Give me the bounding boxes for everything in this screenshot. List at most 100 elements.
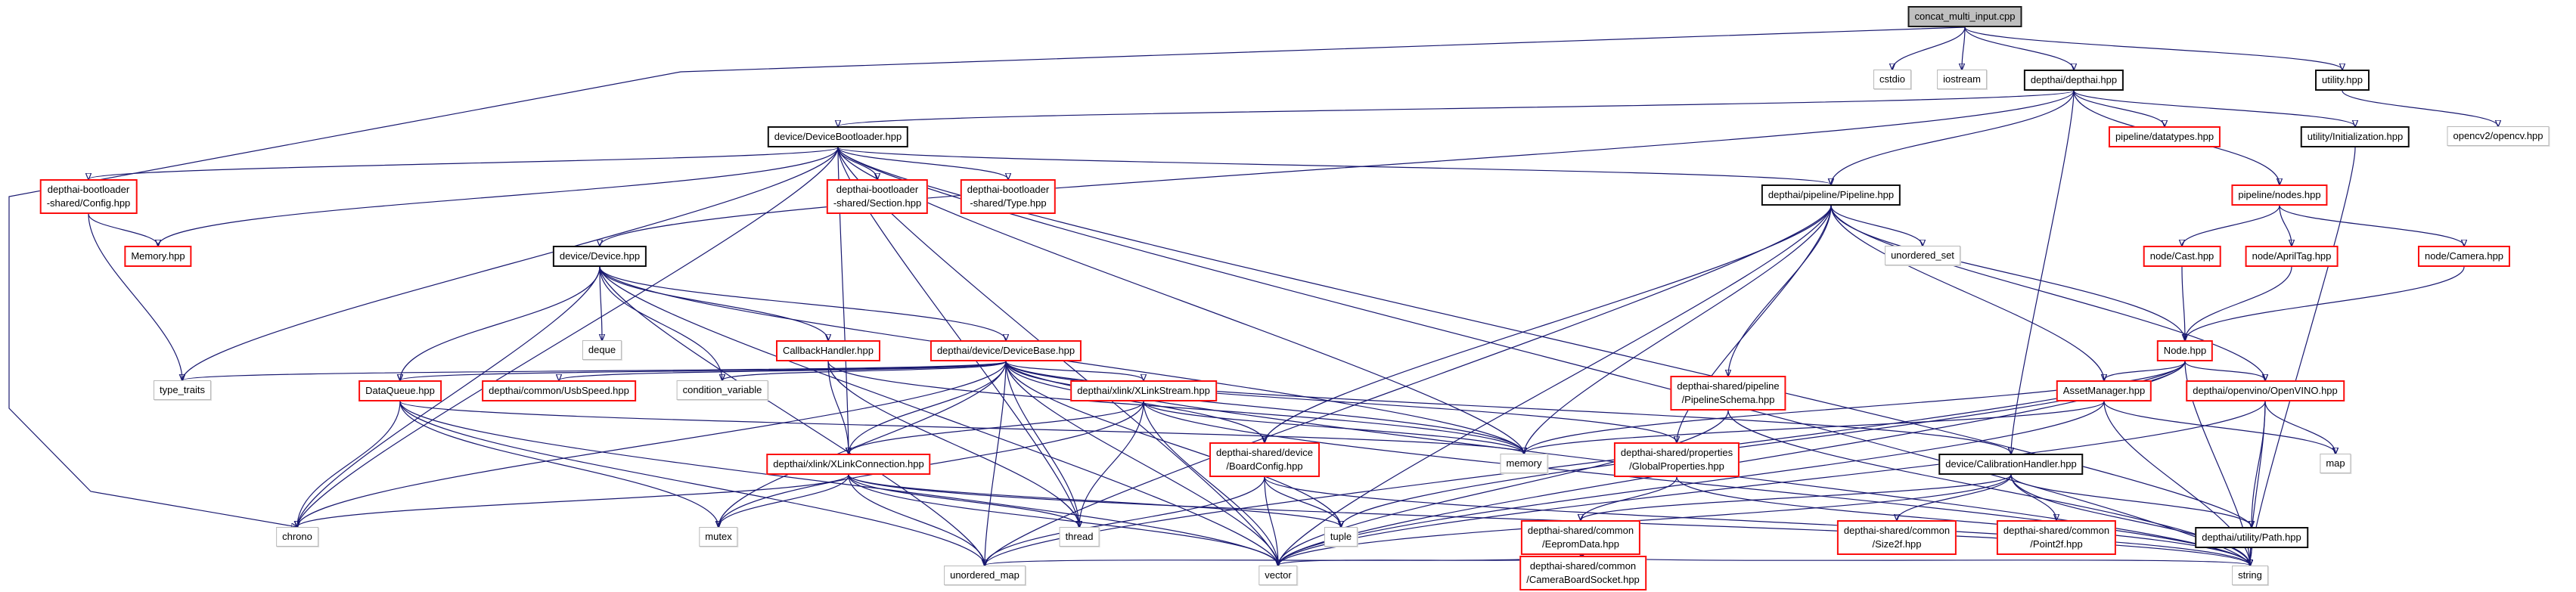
graph-node-condvar: condition_variable bbox=[676, 380, 768, 400]
graph-node-camera: node/Camera.hpp bbox=[2417, 246, 2511, 267]
graph-node-vector: vector bbox=[1259, 566, 1298, 585]
graph-node-path[interactable]: depthai/utility/Path.hpp bbox=[2195, 527, 2308, 548]
include-edge bbox=[1264, 476, 1341, 527]
include-edge bbox=[1830, 205, 2104, 380]
graph-node-device[interactable]: device/Device.hpp bbox=[552, 246, 647, 267]
include-edge bbox=[2279, 205, 2464, 246]
include-edge bbox=[559, 361, 1007, 380]
graph-node-pipelinehpp[interactable]: depthai/pipeline/Pipeline.hpp bbox=[1761, 184, 1901, 206]
include-edge bbox=[1830, 205, 1923, 246]
graph-node-chrono: chrono bbox=[276, 527, 318, 547]
include-edge bbox=[599, 266, 1278, 566]
include-edge bbox=[985, 205, 1832, 566]
include-edge bbox=[1143, 401, 1278, 566]
graph-node-size2f: depthai-shared/common /Size2f.hpp bbox=[1836, 520, 1957, 555]
include-edge bbox=[1964, 26, 2342, 70]
include-edge bbox=[1831, 90, 2075, 184]
graph-node-tuple: tuple bbox=[1324, 527, 1358, 547]
graph-node-root: concat_multi_input.cpp bbox=[1907, 6, 2022, 27]
include-edge bbox=[8, 26, 1966, 527]
include-edge bbox=[2342, 90, 2498, 126]
include-edge bbox=[1677, 205, 1832, 442]
include-edge bbox=[2252, 401, 2266, 527]
include-edge bbox=[1580, 554, 2250, 566]
include-edge bbox=[158, 147, 839, 246]
graph-node-schema: depthai-shared/pipeline /PipelineSchema.… bbox=[1670, 376, 1786, 411]
graph-node-assetmanager: AssetManager.hpp bbox=[2056, 380, 2152, 401]
include-edge bbox=[599, 266, 828, 340]
graph-node-uset: unordered_set bbox=[1885, 246, 1960, 265]
graph-node-callback: CallbackHandler.hpp bbox=[776, 340, 880, 361]
include-edge bbox=[827, 361, 1524, 454]
include-edge bbox=[2250, 147, 2356, 566]
include-edge bbox=[1005, 361, 1278, 566]
include-edge bbox=[1676, 476, 2250, 566]
include-edge bbox=[182, 361, 1007, 380]
graph-node-calibration[interactable]: device/CalibrationHandler.hpp bbox=[1938, 454, 2084, 475]
include-edge bbox=[600, 90, 2075, 246]
include-edge bbox=[1728, 205, 1832, 376]
graph-node-initialization[interactable]: utility/Initialization.hpp bbox=[2300, 126, 2410, 147]
include-edge bbox=[848, 474, 1079, 527]
graph-node-cast: node/Cast.hpp bbox=[2143, 246, 2221, 267]
include-edge bbox=[400, 361, 1007, 380]
graph-node-globalprops: depthai-shared/properties /GlobalPropert… bbox=[1613, 442, 1740, 477]
include-edge bbox=[848, 474, 1278, 566]
include-edge bbox=[1830, 205, 2265, 380]
include-edge bbox=[2073, 90, 2355, 126]
graph-node-typetraits: type_traits bbox=[154, 380, 211, 400]
include-edge bbox=[2073, 90, 2165, 126]
include-edge bbox=[297, 401, 401, 527]
include-edge bbox=[1581, 476, 1678, 520]
include-edge bbox=[1830, 205, 2185, 340]
include-edge bbox=[1005, 361, 1524, 454]
include-edge bbox=[599, 266, 722, 380]
include-edge bbox=[2011, 90, 2075, 454]
include-edge bbox=[848, 474, 985, 566]
include-edge bbox=[1005, 361, 2011, 454]
graph-node-eeprom: depthai-shared/common /EepromData.hpp bbox=[1520, 520, 1641, 555]
graph-node-openvino: depthai/openvino/OpenVINO.hpp bbox=[2186, 380, 2345, 401]
include-edge bbox=[88, 147, 839, 179]
graph-node-devicebase: depthai/device/DeviceBase.hpp bbox=[930, 340, 1082, 361]
include-edge bbox=[1278, 474, 2012, 566]
include-edge bbox=[849, 401, 1144, 454]
include-edge bbox=[1964, 26, 2074, 70]
include-edge bbox=[2104, 361, 2186, 380]
include-edge bbox=[1005, 361, 1144, 380]
include-edge bbox=[848, 474, 2250, 566]
graph-node-bootloader[interactable]: device/DeviceBootloader.hpp bbox=[767, 126, 909, 147]
include-edge bbox=[1143, 401, 2250, 566]
graph-node-usbspeed: depthai/common/UsbSpeed.hpp bbox=[482, 380, 636, 401]
include-edge bbox=[827, 361, 1079, 527]
include-edge bbox=[297, 474, 849, 527]
graph-node-string: string bbox=[2232, 566, 2268, 585]
include-edge bbox=[399, 401, 1524, 454]
graph-node-memoryhpp: Memory.hpp bbox=[124, 246, 192, 267]
graph-node-umap: unordered_map bbox=[944, 566, 1026, 585]
graph-node-cbsocket: depthai-shared/common /CameraBoardSocket… bbox=[1519, 556, 1646, 590]
graph-node-datatypes: pipeline/datatypes.hpp bbox=[2108, 126, 2221, 147]
include-edge bbox=[1005, 361, 1341, 527]
graph-node-utility[interactable]: utility.hpp bbox=[2315, 70, 2370, 91]
include-edge bbox=[297, 266, 601, 527]
include-edge bbox=[1278, 205, 1832, 566]
graph-node-iostream: iostream bbox=[1937, 70, 1987, 89]
graph-node-deque: deque bbox=[582, 340, 622, 360]
include-edge bbox=[2181, 266, 2185, 340]
include-edge bbox=[1005, 361, 1677, 442]
include-edge bbox=[1264, 476, 2250, 566]
include-edge bbox=[1524, 205, 1832, 454]
include-edge bbox=[399, 401, 718, 527]
graph-node-apriltag: node/AprilTag.hpp bbox=[2245, 246, 2339, 267]
include-edge bbox=[2185, 266, 2465, 340]
graph-node-depthai[interactable]: depthai/depthai.hpp bbox=[2023, 70, 2124, 91]
include-edge bbox=[838, 90, 2075, 126]
include-edge bbox=[1897, 474, 2012, 520]
include-edge bbox=[1524, 361, 2186, 454]
graph-node-thread: thread bbox=[1059, 527, 1100, 547]
graph-node-nodes: pipeline/nodes.hpp bbox=[2231, 184, 2328, 206]
include-edge bbox=[2010, 474, 2250, 566]
